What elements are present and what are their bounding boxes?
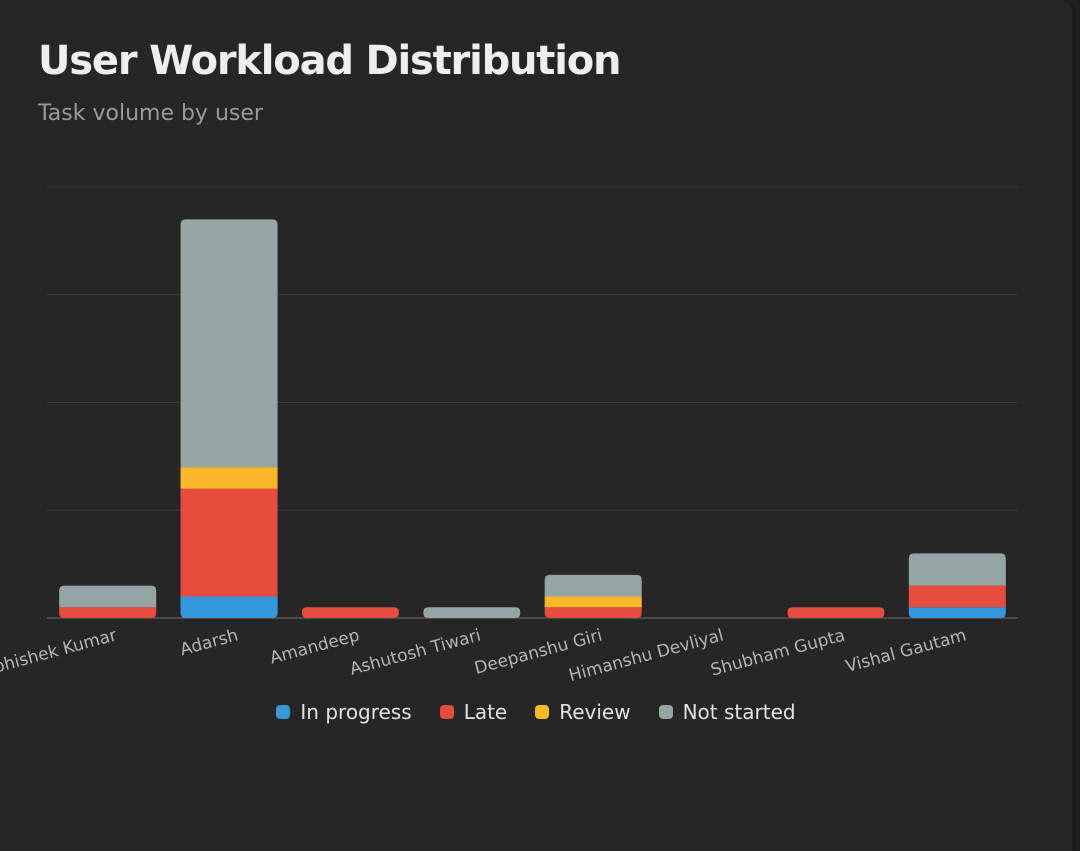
x-tick-label: Vishal Gautam: [843, 626, 968, 677]
legend-label: Not started: [682, 700, 796, 724]
legend-item-not-started[interactable]: Not started: [658, 700, 796, 724]
chart-title: User Workload Distribution: [38, 38, 621, 84]
bar-segment-review[interactable]: [180, 467, 278, 489]
chart-legend: In progress Late Review Not started: [0, 700, 1072, 724]
chart-subtitle: Task volume by user: [38, 101, 263, 126]
legend-item-in-progress[interactable]: In progress: [276, 700, 412, 724]
bar-segment-in-progress[interactable]: [180, 596, 278, 618]
bar-stacks: [59, 219, 1006, 618]
bar-segment-not-started[interactable]: [908, 553, 1006, 586]
x-tick-label: Shubham Gupta: [709, 626, 848, 681]
bar-segment-late[interactable]: [59, 607, 157, 618]
legend-label: Review: [559, 700, 631, 724]
bar-segment-in-progress[interactable]: [908, 607, 1006, 618]
bar-segment-not-started[interactable]: [544, 574, 642, 597]
bar-segment-not-started[interactable]: [180, 219, 278, 468]
legend-swatch: [658, 705, 673, 719]
legend-swatch: [439, 705, 454, 719]
x-tick-label: Adarsh: [178, 626, 240, 661]
bar-segment-late[interactable]: [787, 607, 885, 618]
bar-segment-late[interactable]: [180, 488, 278, 597]
bar-segment-late[interactable]: [544, 607, 642, 618]
bar-segment-late[interactable]: [301, 607, 399, 618]
legend-swatch: [276, 705, 291, 719]
bar-segment-late[interactable]: [908, 585, 1006, 608]
legend-item-late[interactable]: Late: [439, 700, 508, 724]
legend-label: In progress: [300, 700, 412, 724]
bar-segment-not-started[interactable]: [423, 607, 521, 618]
bar-segment-not-started[interactable]: [59, 585, 157, 608]
legend-label: Late: [463, 700, 508, 724]
legend-item-review[interactable]: Review: [535, 700, 631, 724]
x-tick-label: Abhishek Kumar: [0, 626, 119, 681]
x-tick-label: Ashutosh Tiwari: [348, 626, 483, 680]
legend-swatch: [535, 705, 550, 719]
bar-segment-review[interactable]: [544, 596, 642, 608]
